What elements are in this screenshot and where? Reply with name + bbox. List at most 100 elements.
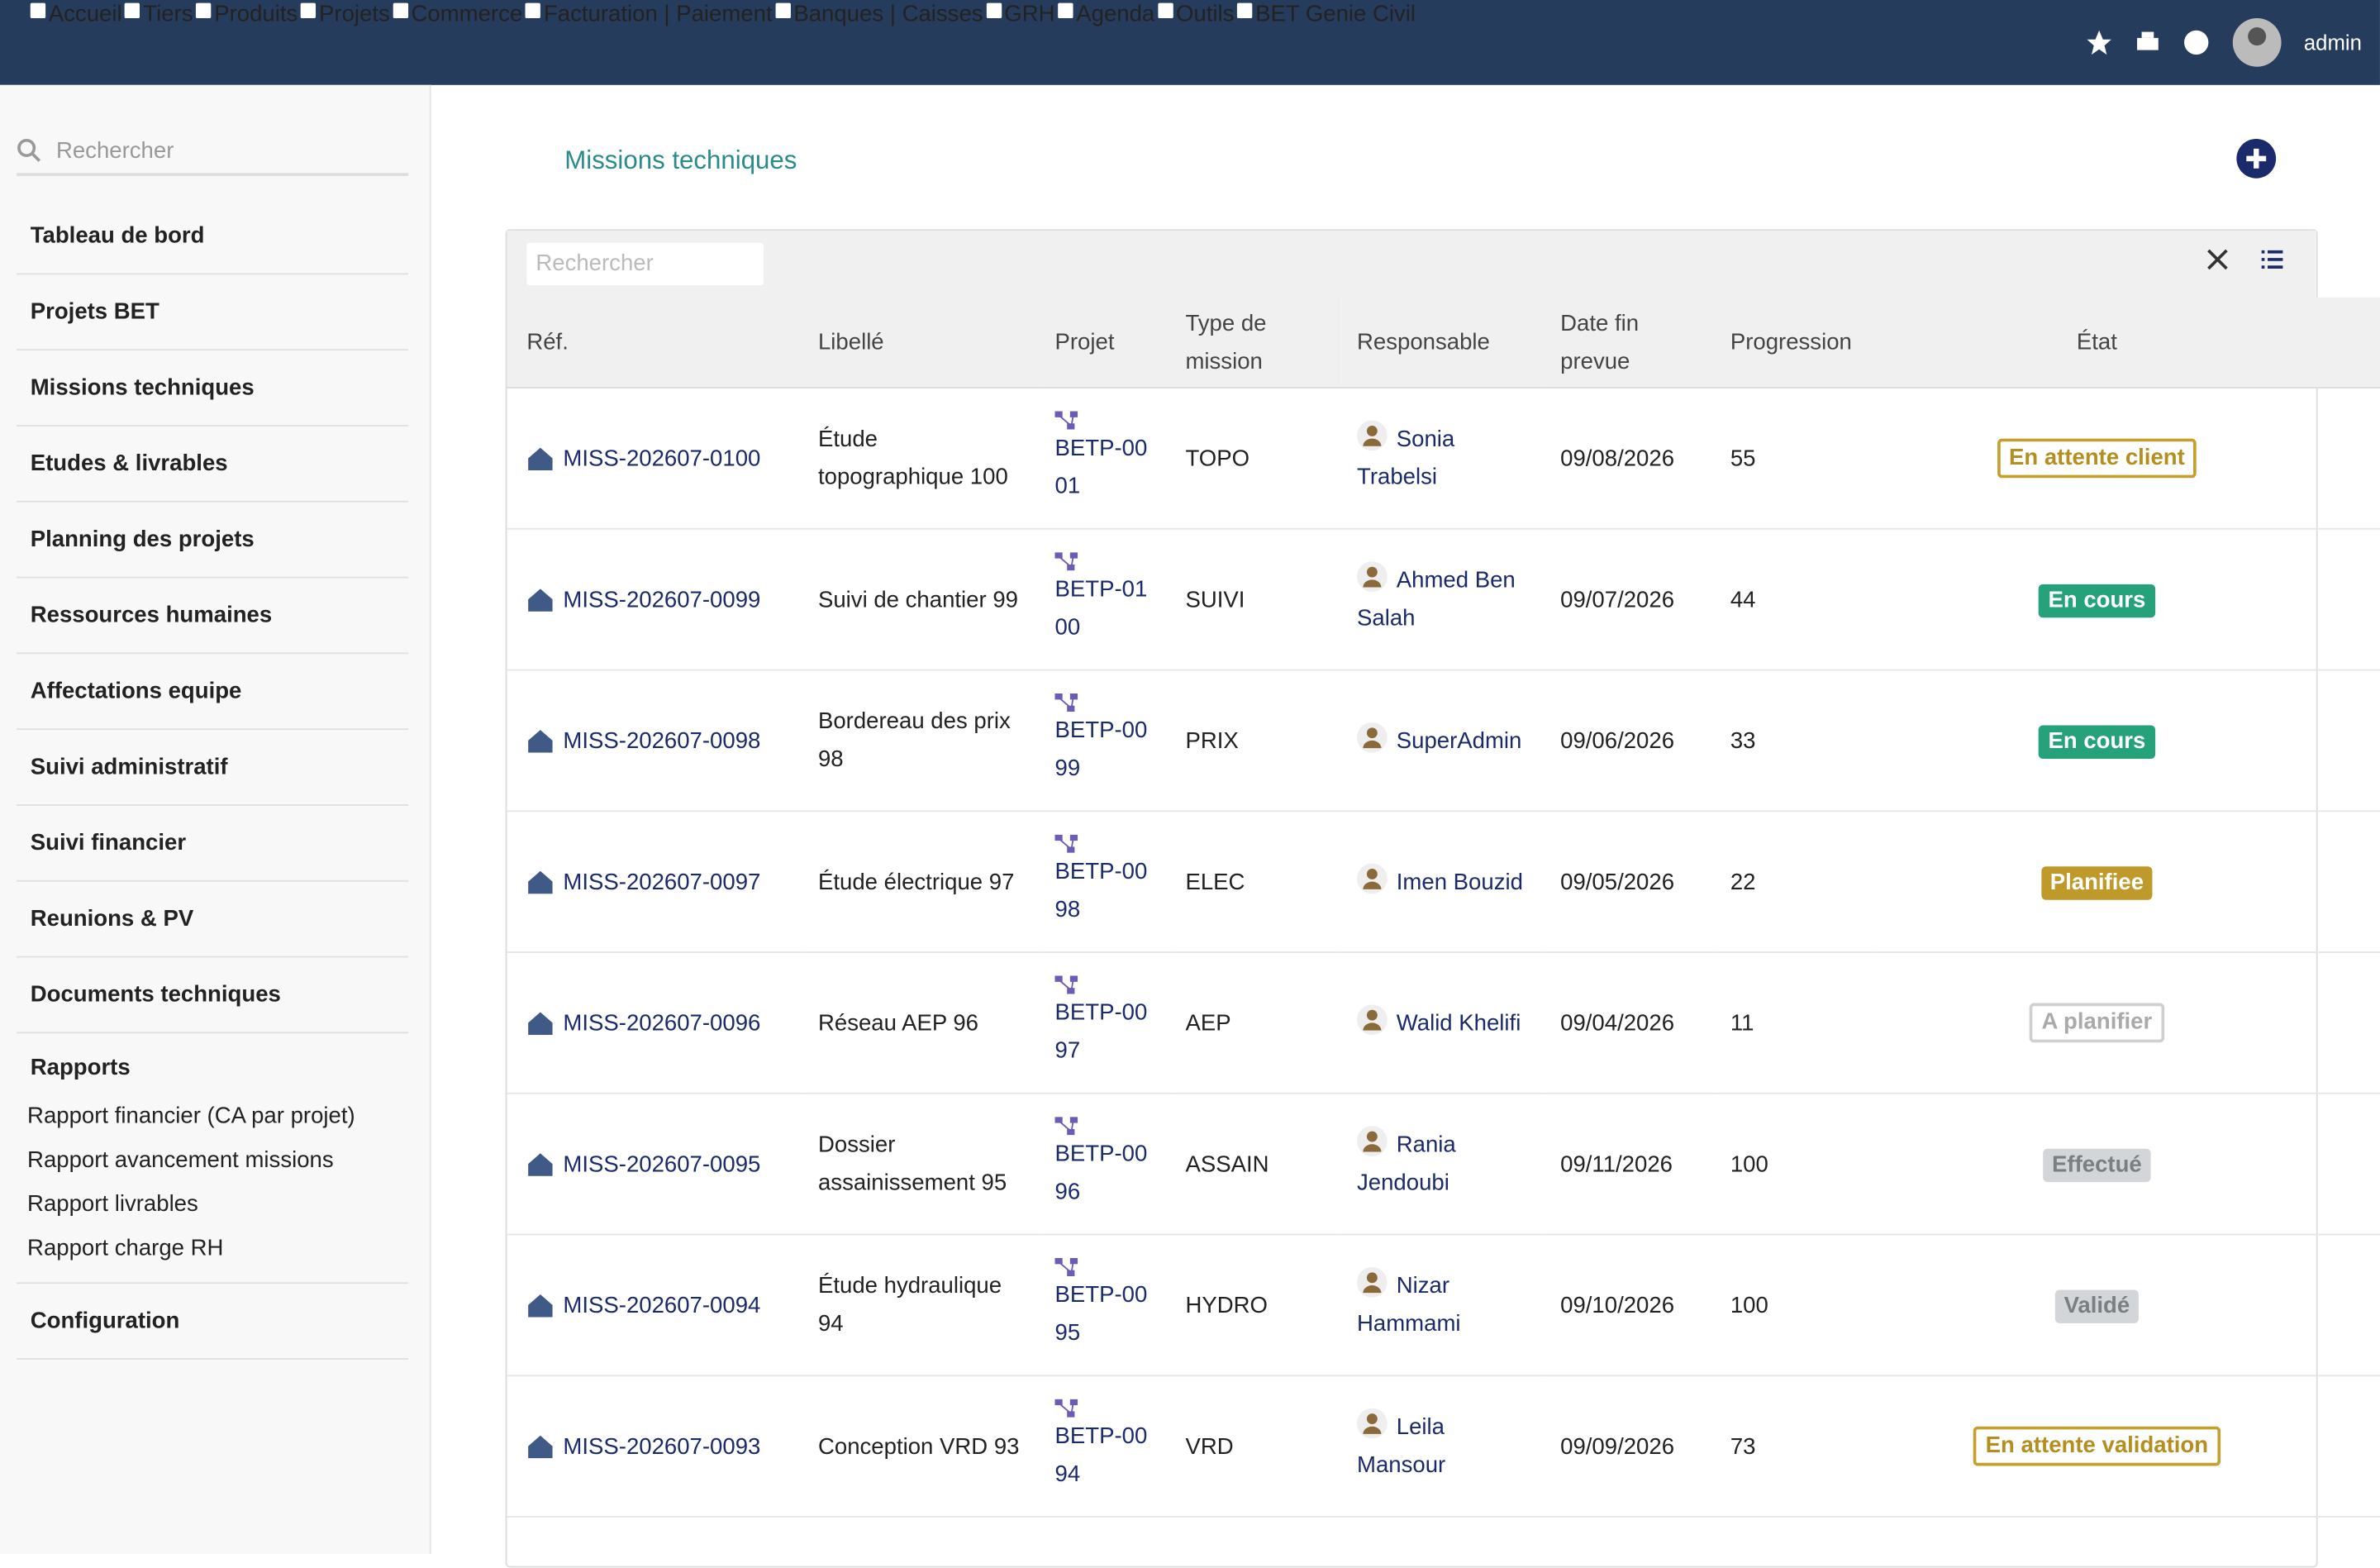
project-link[interactable]: BETP-0096 — [1054, 1141, 1148, 1205]
cell-responsable: Nizar Hammami — [1341, 1234, 1545, 1377]
user-link[interactable]: Ahmed Ben Salah — [1357, 567, 1516, 631]
cell-progression: 11 — [1715, 952, 1873, 1094]
user-link[interactable]: Sonia Trabelsi — [1357, 426, 1455, 490]
user-link[interactable]: SuperAdmin — [1396, 727, 1522, 754]
column-header[interactable]: Progression — [1715, 297, 1873, 388]
project-link[interactable]: BETP-0099 — [1054, 717, 1148, 782]
help-icon[interactable] — [2182, 29, 2210, 56]
sidebar-item[interactable]: Reunions & PV — [17, 882, 409, 958]
ref-link[interactable]: MISS-202607-0093 — [563, 1433, 761, 1460]
cell-projet: BETP-0099 — [1040, 670, 1171, 813]
nav-item[interactable]: Banques | Caisses — [773, 0, 983, 85]
ref-link[interactable]: MISS-202607-0100 — [563, 445, 761, 472]
avatar[interactable] — [2231, 17, 2282, 68]
user-name[interactable]: admin — [2303, 30, 2362, 55]
user-link[interactable]: Nizar Hammami — [1357, 1273, 1461, 1337]
nav-item[interactable]: Commerce — [390, 0, 522, 85]
column-header[interactable]: Type de mission — [1170, 297, 1342, 388]
sidebar-report[interactable]: Rapport financier (CA par projet) — [27, 1103, 355, 1129]
table-row: MISS-202607-0099 Suivi de chantier 99 BETP… — [507, 528, 2380, 671]
sidebar-report[interactable]: Rapport livrables — [27, 1191, 198, 1218]
cell-projet: BETP-0001 — [1040, 388, 1171, 530]
sidebar-item[interactable]: Affectations equipe — [17, 654, 409, 731]
add-button[interactable] — [2235, 138, 2277, 179]
cell-projet: BETP-0096 — [1040, 1093, 1171, 1236]
ref-link[interactable]: MISS-202607-0099 — [563, 586, 761, 612]
nav-icon — [1237, 2, 1253, 19]
cell-responsable: Imen Bouzid — [1341, 811, 1545, 953]
sidebar-item[interactable]: Ressources humaines — [17, 578, 409, 655]
sidebar-item[interactable]: Missions techniques — [17, 350, 409, 427]
user-link[interactable]: Leila Mansour — [1357, 1414, 1446, 1479]
project-icon — [1054, 693, 1078, 713]
sidebar-report[interactable]: Rapport avancement missions — [27, 1146, 334, 1174]
column-header[interactable]: Réf. — [507, 297, 803, 388]
sidebar-item[interactable]: Tableau de bord — [17, 199, 409, 275]
column-header[interactable]: Date fin prevue — [1545, 297, 1716, 388]
table-row: MISS-202607-0098 Bordereau des prix 98 BET… — [507, 670, 2380, 813]
cell-date: 09/09/2026 — [1545, 1375, 1716, 1518]
ref-link[interactable]: MISS-202607-0098 — [563, 727, 761, 754]
cell-libelle: Bordereau des prix 98 — [802, 670, 1040, 813]
ref-link[interactable]: MISS-202607-0097 — [563, 869, 761, 895]
sidebar-item[interactable]: Suivi financier — [17, 806, 409, 882]
column-header[interactable]: Responsable — [1341, 297, 1545, 388]
sidebar-item[interactable]: Planning des projets — [17, 503, 409, 579]
cell-libelle: Réseau AEP 96 — [802, 952, 1040, 1094]
sidebar-search[interactable]: Rechercher — [17, 127, 409, 176]
status-badge: Planifiee — [2040, 865, 2154, 899]
table-search[interactable]: Rechercher — [526, 242, 764, 286]
mission-icon — [528, 1294, 553, 1317]
user-link[interactable]: Rania Jendoubi — [1357, 1132, 1456, 1196]
ref-link[interactable]: MISS-202607-0096 — [563, 1009, 761, 1037]
sidebar-item[interactable]: Suivi administratif — [17, 730, 409, 806]
nav-label: Accueil — [48, 1, 122, 28]
clear-filter-icon[interactable] — [2204, 245, 2231, 273]
project-link[interactable]: BETP-0095 — [1054, 1282, 1148, 1346]
project-icon — [1054, 1399, 1078, 1418]
table-row: MISS-202607-0093 Conception VRD 93 BETP-00… — [507, 1375, 2380, 1518]
nav-item[interactable]: Tiers — [122, 0, 193, 85]
nav-item[interactable]: Projets — [298, 0, 390, 85]
bookmark-icon[interactable] — [2085, 29, 2112, 56]
user-link[interactable]: Walid Khelifi — [1396, 1009, 1521, 1037]
cell-etat: En attente validation — [1873, 1375, 2380, 1518]
sidebar-report[interactable]: Rapport charge RH — [27, 1235, 224, 1261]
project-icon — [1054, 1117, 1078, 1136]
cell-projet: BETP-0095 — [1040, 1234, 1171, 1377]
nav-icon — [986, 2, 1002, 19]
sidebar-item[interactable]: Configuration — [17, 1282, 409, 1360]
status-badge: Validé — [2054, 1289, 2140, 1323]
user-icon — [1357, 1408, 1388, 1439]
column-header[interactable]: Projet — [1040, 297, 1171, 388]
table-body: MISS-202607-0100 Étude topographique 100 B… — [507, 388, 2380, 1518]
missions-table: Réf. Libellé Projet Type de mission Responsa… — [507, 297, 2380, 1518]
project-link[interactable]: BETP-0001 — [1054, 435, 1148, 500]
nav-item[interactable]: Outils — [1154, 0, 1234, 85]
sidebar-item[interactable]: Projets BET — [17, 274, 409, 351]
nav-item[interactable]: Accueil — [0, 0, 122, 85]
list-icon[interactable] — [2259, 245, 2286, 273]
project-icon — [1054, 834, 1078, 853]
nav-item[interactable]: Produits — [193, 0, 298, 85]
nav-item[interactable]: Facturation | Paiement — [522, 0, 773, 85]
project-link[interactable]: BETP-0097 — [1054, 999, 1148, 1064]
ref-link[interactable]: MISS-202607-0094 — [563, 1292, 761, 1318]
nav-item[interactable]: BET Genie Civil — [1234, 0, 1416, 85]
project-link[interactable]: BETP-0098 — [1054, 859, 1148, 923]
project-link[interactable]: BETP-0100 — [1054, 576, 1148, 641]
mission-icon — [528, 1011, 553, 1035]
ref-link[interactable]: MISS-202607-0095 — [563, 1151, 761, 1177]
cell-progression: 73 — [1715, 1375, 1873, 1518]
column-header[interactable]: Libellé — [802, 297, 1040, 388]
cell-libelle: Étude topographique 100 — [802, 388, 1040, 530]
column-header[interactable]: État — [1873, 297, 2380, 388]
print-icon[interactable] — [2134, 29, 2161, 56]
cell-projet: BETP-0098 — [1040, 811, 1171, 953]
sidebar-item[interactable]: Etudes & livrables — [17, 427, 409, 503]
sidebar-item[interactable]: Documents techniques — [17, 957, 409, 1034]
nav-item[interactable]: Agenda — [1055, 0, 1154, 85]
user-link[interactable]: Imen Bouzid — [1396, 869, 1523, 895]
nav-item[interactable]: GRH — [983, 0, 1055, 85]
project-link[interactable]: BETP-0094 — [1054, 1423, 1148, 1488]
